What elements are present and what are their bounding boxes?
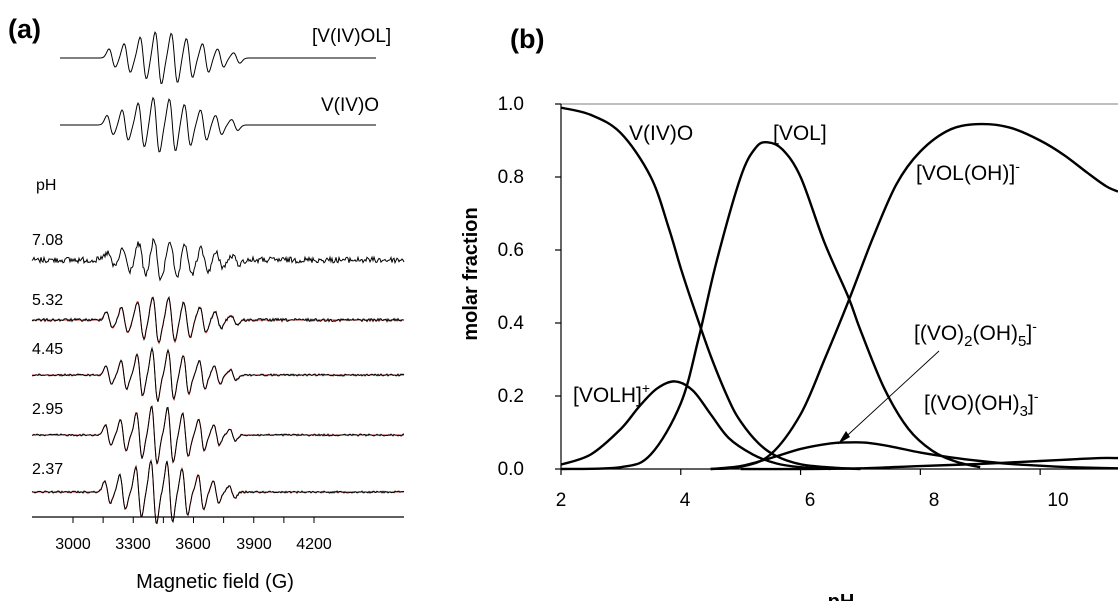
- label-volh: [VOLH]+: [573, 380, 650, 407]
- y-axis-title: molar fraction: [460, 207, 482, 340]
- chart-series: [560, 106, 1118, 471]
- x-axis-title: pH: [828, 591, 855, 601]
- epr-trace-1: [60, 96, 376, 153]
- ph-label-1: 7.08: [32, 232, 63, 249]
- ph-label-2: 5.32: [32, 292, 63, 309]
- epr-trace-4: [31, 346, 405, 402]
- panel-b-label: (b): [510, 24, 544, 54]
- epr-trace-0: [60, 31, 376, 84]
- y-tick-label-1.0: 1.0: [498, 94, 524, 115]
- ph-label-3: 4.45: [32, 341, 63, 358]
- y-tick-label-0.2: 0.2: [498, 386, 524, 407]
- label-vo2oh5: [(VO)2(OH)5]-: [914, 318, 1037, 350]
- epr-x-ticks: [72, 517, 315, 523]
- x-tick-label-2: 2: [556, 490, 567, 511]
- ph-label-4: 2.95: [32, 401, 63, 418]
- series-line-2: [560, 141, 981, 471]
- epr-tick-label-4200: 4200: [296, 536, 332, 553]
- y-tick-label-0.8: 0.8: [498, 167, 524, 188]
- epr-x-axis-title: Magnetic field (G): [136, 571, 294, 593]
- label-vol: [VOL]: [773, 122, 827, 145]
- epr-trace-3: [31, 295, 405, 343]
- series-line-0: [560, 106, 861, 471]
- label-voloh: [VOL(OH)]-: [916, 158, 1020, 185]
- annotation-arrow: [837, 350, 940, 445]
- epr-tick-label-3900: 3900: [236, 536, 272, 553]
- ph-label-5: 2.37: [32, 461, 63, 478]
- ph-header: pH: [36, 177, 56, 194]
- x-tick-label-10: 10: [1047, 490, 1068, 511]
- x-tick-label-4: 4: [680, 490, 691, 511]
- series-line-5: [740, 456, 1118, 471]
- epr-fit-trace-6: [32, 458, 404, 524]
- epr-trace-2: [31, 237, 405, 282]
- series-line-3: [710, 122, 1118, 471]
- label-vooh3: [(VO)(OH)3]-: [924, 388, 1039, 420]
- annotation-arrowhead: [838, 431, 850, 444]
- series-line-4: [710, 441, 1118, 471]
- epr-trace-5: [31, 405, 405, 464]
- y-tick-label-0.6: 0.6: [498, 240, 524, 261]
- sim-label-vo: V(IV)O: [321, 95, 379, 116]
- label-voo: V(IV)O: [629, 122, 693, 145]
- chart-axes: [555, 103, 1118, 475]
- epr-tick-label-3000: 3000: [55, 536, 91, 553]
- sim-label-vol: [V(IV)OL]: [312, 26, 391, 47]
- epr-tick-label-3300: 3300: [115, 536, 151, 553]
- panel-a-epr-spectra: (a) [V(IV)OL] V(IV)O pH 7.08 5.32 4.45 2…: [8, 14, 405, 593]
- epr-tick-label-3600: 3600: [175, 536, 211, 553]
- panel-b-speciation-chart: (b) molar fraction pH 1.0 0.8 0.6 0.4 0.…: [460, 24, 1118, 601]
- epr-traces: [31, 31, 405, 525]
- series-line-1: [560, 380, 831, 471]
- x-tick-label-8: 8: [929, 490, 940, 511]
- y-tick-label-0.4: 0.4: [498, 313, 525, 334]
- y-tick-label-0.0: 0.0: [498, 459, 524, 480]
- x-tick-label-6: 6: [805, 490, 816, 511]
- epr-trace-6: [31, 459, 405, 525]
- panel-a-label: (a): [8, 14, 41, 44]
